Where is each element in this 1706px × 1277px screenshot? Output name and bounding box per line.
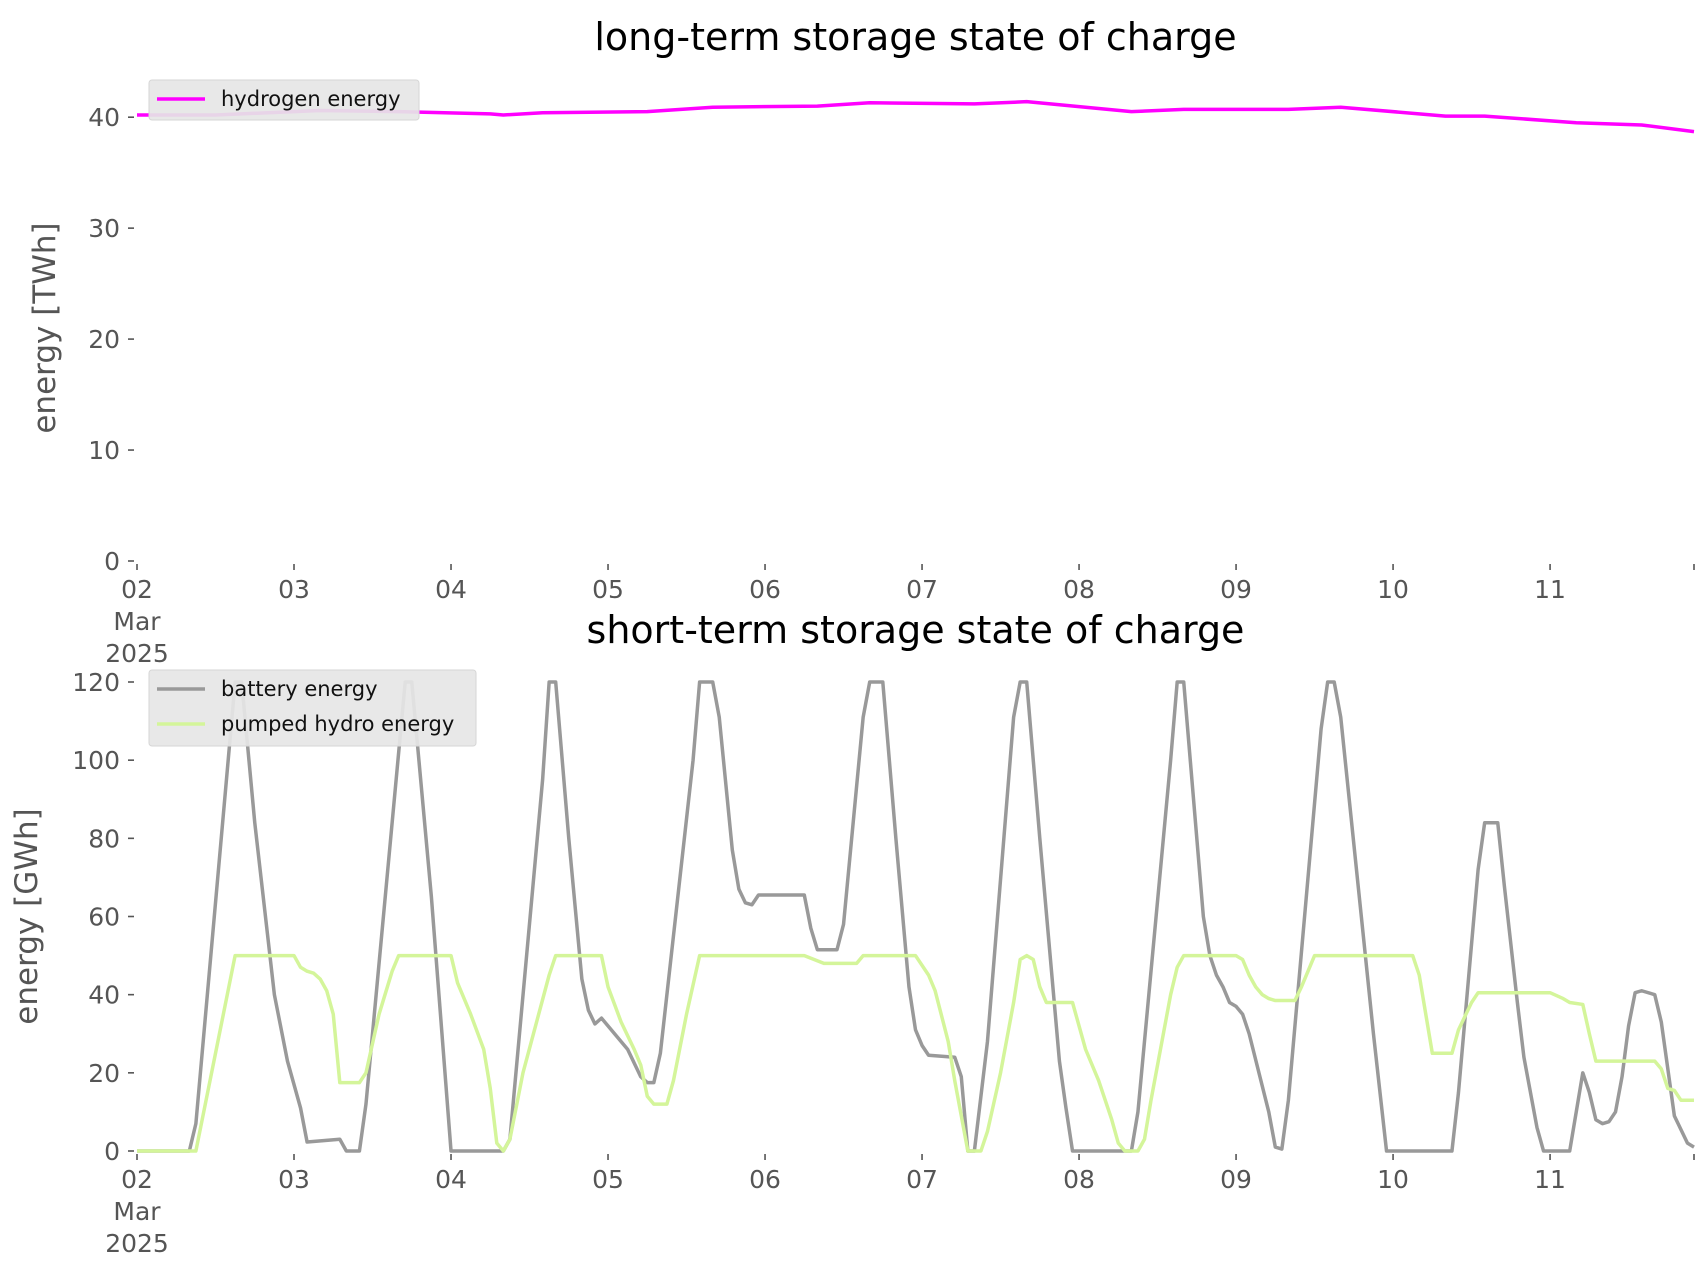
chart-title: long-term storage state of charge: [594, 15, 1236, 59]
x-tick-label: 11: [1534, 575, 1566, 604]
x-tick-label: 04: [435, 1165, 467, 1194]
x-tick-label: 03: [278, 1165, 310, 1194]
x-tick-label: 08: [1063, 1165, 1095, 1194]
y-tick-label: 60: [88, 903, 120, 932]
x-tick-label: Mar: [113, 607, 161, 636]
x-tick-label: 02: [121, 1165, 153, 1194]
series-line-hydrogen-energy: [137, 99, 1695, 134]
y-tick-label: 20: [88, 1059, 120, 1088]
x-tick-label: 11: [1534, 1165, 1566, 1194]
legend-box: [148, 669, 477, 747]
x-tick-label: 09: [1220, 575, 1252, 604]
x-tick-label: 03: [278, 575, 310, 604]
legend-label: battery energy: [221, 677, 378, 701]
x-tick-label: 10: [1377, 1165, 1409, 1194]
x-tick-label: Mar: [113, 1197, 161, 1226]
long-term-storage-chart: long-term storage state of charge energy …: [27, 15, 1695, 668]
chart-title: short-term storage state of charge: [587, 608, 1245, 652]
x-tick-label: 07: [906, 1165, 938, 1194]
x-tick-label: 08: [1063, 575, 1095, 604]
x-tick-label: 09: [1220, 1165, 1252, 1194]
legend-box: [148, 79, 420, 121]
x-tick-label: 06: [749, 1165, 781, 1194]
y-tick-label: 40: [88, 981, 120, 1010]
y-tick-label: 40: [88, 103, 120, 132]
y-tick-label: 120: [72, 668, 120, 697]
short-term-storage-chart: short-term storage state of charge energy…: [9, 608, 1695, 1258]
x-tick-label: 2025: [105, 1229, 169, 1258]
y-tick-label: 80: [88, 824, 120, 853]
y-axis-label: energy [GWh]: [9, 808, 45, 1024]
y-tick-label: 10: [88, 436, 120, 465]
x-tick-label: 2025: [105, 639, 169, 668]
y-axis-label: energy [TWh]: [27, 222, 63, 433]
x-tick-label: 07: [906, 575, 938, 604]
x-tick-label: 06: [749, 575, 781, 604]
legend: hydrogen energy: [148, 79, 420, 121]
y-tick-label: 0: [104, 547, 120, 576]
y-tick-label: 30: [88, 214, 120, 243]
x-tick-label: 10: [1377, 575, 1409, 604]
legend: battery energy pumped hydro energy: [148, 669, 477, 747]
series-line-pumped-hydro-energy: [137, 953, 1694, 1153]
x-tick-label: 02: [121, 575, 153, 604]
y-tick-label: 100: [72, 746, 120, 775]
y-tick-label: 20: [88, 325, 120, 354]
y-tick-label: 0: [104, 1137, 120, 1166]
x-tick-label: 04: [435, 575, 467, 604]
x-tick-label: 05: [592, 575, 624, 604]
x-tick-label: 05: [592, 1165, 624, 1194]
legend-label: hydrogen energy: [221, 87, 401, 111]
legend-label: pumped hydro energy: [221, 712, 454, 736]
